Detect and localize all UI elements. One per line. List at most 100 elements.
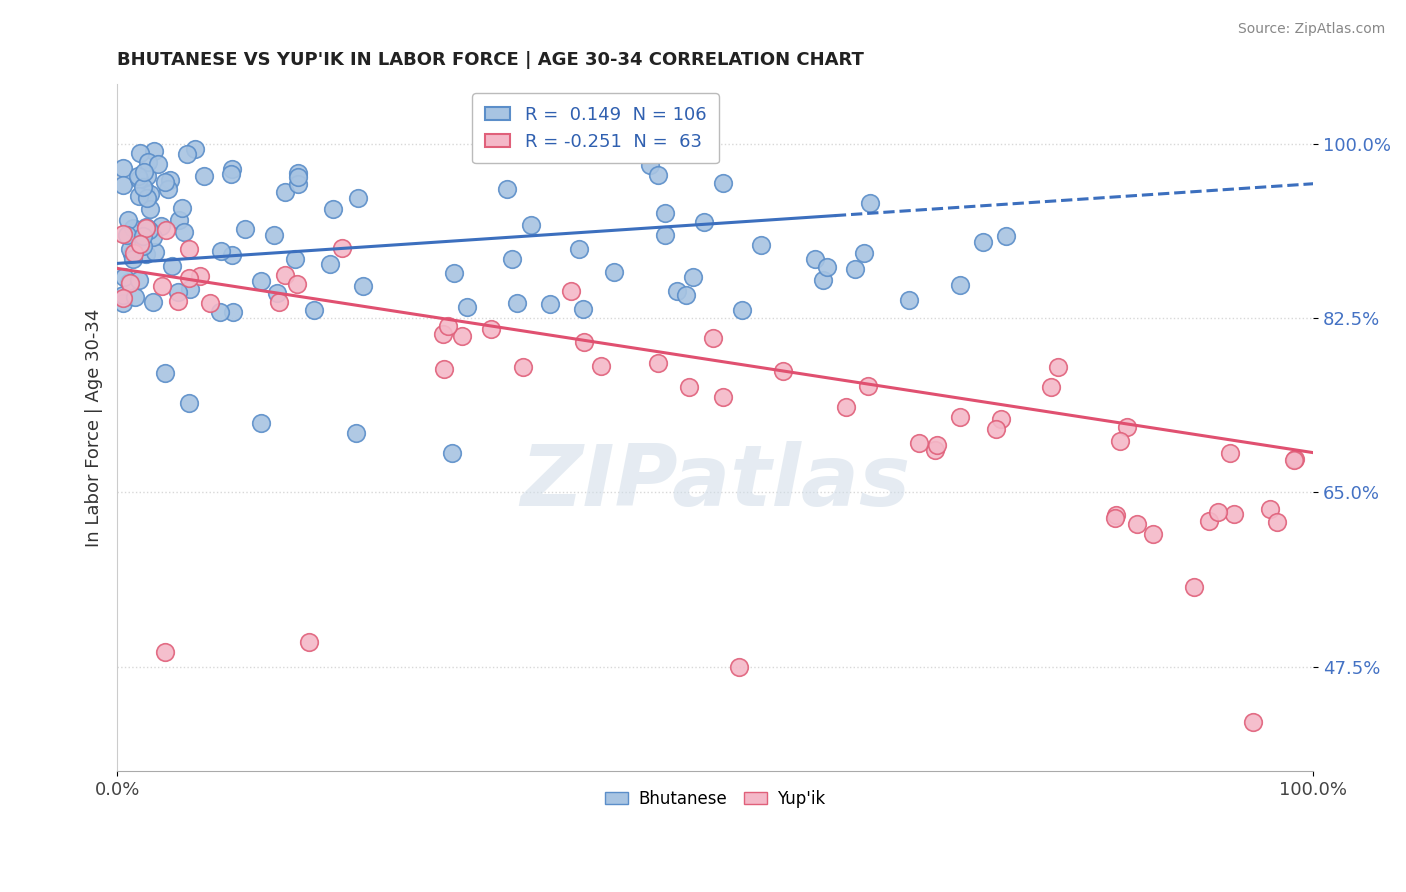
Text: ZIPatlas: ZIPatlas: [520, 442, 910, 524]
Point: [859, 196, 882, 211]
Point: [221, 248, 243, 262]
Point: [730, 302, 752, 317]
Point: [1104, 511, 1126, 525]
Point: [1223, 508, 1246, 522]
Point: [273, 186, 295, 200]
Point: [898, 293, 921, 308]
Point: [134, 183, 156, 197]
Point: [1040, 380, 1063, 394]
Point: [184, 143, 207, 157]
Legend: Bhutanese, Yup'ik: Bhutanese, Yup'ik: [599, 783, 832, 814]
Point: [150, 279, 173, 293]
Point: [908, 435, 931, 450]
Point: [924, 442, 946, 457]
Point: [749, 237, 772, 252]
Point: [984, 422, 1007, 436]
Point: [304, 302, 326, 317]
Point: [1284, 452, 1306, 467]
Point: [121, 247, 143, 261]
Point: [135, 220, 157, 235]
Point: [112, 178, 135, 192]
Point: [322, 202, 344, 216]
Point: [1126, 516, 1149, 531]
Text: Source: ZipAtlas.com: Source: ZipAtlas.com: [1237, 22, 1385, 37]
Point: [1243, 714, 1265, 729]
Point: [112, 287, 135, 301]
Point: [267, 295, 290, 310]
Point: [451, 329, 474, 343]
Point: [568, 243, 591, 257]
Point: [118, 242, 141, 256]
Point: [177, 396, 200, 410]
Point: [711, 176, 734, 190]
Point: [142, 230, 165, 244]
Point: [1116, 420, 1139, 434]
Point: [249, 416, 271, 430]
Point: [654, 228, 676, 243]
Point: [138, 223, 160, 237]
Point: [132, 229, 155, 244]
Point: [352, 279, 374, 293]
Point: [505, 295, 527, 310]
Point: [190, 268, 212, 283]
Point: [160, 259, 183, 273]
Point: [150, 219, 173, 233]
Point: [856, 378, 879, 392]
Point: [173, 225, 195, 239]
Point: [193, 169, 215, 183]
Point: [437, 319, 460, 334]
Point: [501, 252, 523, 267]
Point: [135, 220, 157, 235]
Point: [654, 205, 676, 219]
Point: [155, 223, 177, 237]
Point: [844, 262, 866, 277]
Point: [139, 202, 162, 216]
Point: [179, 281, 201, 295]
Point: [222, 305, 245, 319]
Point: [273, 268, 295, 282]
Point: [136, 169, 159, 184]
Point: [112, 269, 135, 284]
Point: [591, 359, 613, 373]
Point: [132, 180, 155, 194]
Point: [287, 166, 309, 180]
Point: [128, 172, 150, 186]
Text: BHUTANESE VS YUP'IK IN LABOR FORCE | AGE 30-34 CORRELATION CHART: BHUTANESE VS YUP'IK IN LABOR FORCE | AGE…: [117, 51, 865, 69]
Point: [682, 270, 704, 285]
Point: [284, 252, 307, 267]
Point: [155, 175, 177, 189]
Point: [990, 412, 1012, 426]
Point: [344, 425, 367, 440]
Point: [176, 146, 198, 161]
Point: [167, 285, 190, 300]
Point: [122, 246, 145, 260]
Point: [702, 331, 724, 345]
Point: [112, 161, 135, 175]
Point: [512, 360, 534, 375]
Point: [287, 177, 309, 191]
Point: [994, 228, 1017, 243]
Point: [287, 170, 309, 185]
Point: [1142, 527, 1164, 541]
Point: [143, 244, 166, 259]
Point: [233, 222, 256, 236]
Point: [263, 227, 285, 242]
Point: [142, 295, 165, 310]
Point: [711, 390, 734, 404]
Point: [118, 276, 141, 290]
Point: [647, 168, 669, 182]
Point: [128, 236, 150, 251]
Point: [131, 239, 153, 253]
Point: [728, 660, 751, 674]
Point: [285, 277, 308, 292]
Point: [443, 266, 465, 280]
Point: [135, 247, 157, 261]
Y-axis label: In Labor Force | Age 30-34: In Labor Force | Age 30-34: [86, 309, 103, 547]
Point: [170, 201, 193, 215]
Point: [772, 364, 794, 378]
Point: [835, 400, 858, 414]
Point: [572, 335, 595, 350]
Point: [853, 246, 876, 260]
Point: [167, 293, 190, 308]
Point: [127, 169, 149, 184]
